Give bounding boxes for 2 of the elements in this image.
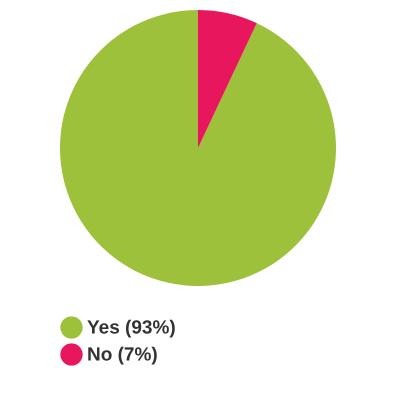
legend-label: No (7%) [87, 344, 158, 366]
legend-label: Yes (93%) [87, 318, 176, 338]
